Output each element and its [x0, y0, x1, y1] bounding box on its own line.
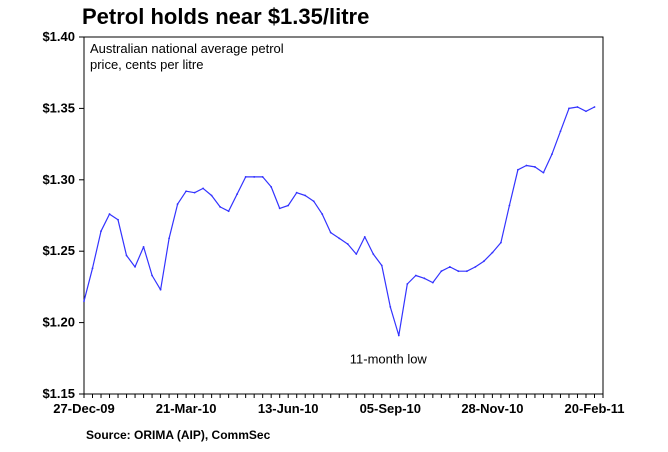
data-point: [117, 218, 119, 221]
data-point: [261, 176, 264, 178]
series-line: [83, 106, 595, 337]
data-point: [423, 277, 426, 280]
data-point: [91, 267, 94, 270]
data-point: [312, 200, 315, 203]
data-point: [193, 191, 196, 194]
x-tick-label: 05-Sep-10: [360, 401, 421, 416]
data-point: [568, 107, 570, 110]
y-tick-label: $1.35: [42, 100, 75, 115]
y-tick-label: $1.40: [42, 29, 75, 44]
y-tick-label: $1.15: [42, 386, 75, 401]
data-point: [321, 213, 324, 215]
chart-subtitle-line-1: Australian national average petrol: [90, 41, 284, 56]
data-point: [380, 264, 383, 267]
data-point: [414, 274, 417, 277]
data-point: [559, 130, 562, 133]
y-tick-label: $1.20: [42, 315, 75, 330]
data-point: [355, 253, 358, 255]
data-point: [576, 106, 579, 108]
data-point: [508, 204, 511, 207]
data-point: [227, 210, 230, 213]
data-point: [210, 194, 213, 197]
x-axis: 27-Dec-09 21-Mar-10 13-Jun-10 05-Sep-10 28-N…: [53, 394, 624, 416]
data-point: [202, 187, 205, 190]
data-point: [185, 190, 187, 193]
data-point: [542, 171, 545, 174]
data-point: [329, 231, 332, 234]
chart-title: Petrol holds near $1.35/litre: [82, 4, 370, 29]
data-point: [244, 176, 247, 178]
data-point: [346, 243, 349, 245]
y-axis: $1.15 $1.20 $1.25 $1.30 $1.35 $1.40: [42, 29, 84, 401]
data-point: [500, 241, 502, 244]
y-tick-label: $1.25: [42, 243, 75, 258]
data-point: [372, 253, 375, 255]
data-point: [397, 334, 400, 337]
x-tick-label: 21-Mar-10: [156, 401, 217, 416]
data-point: [448, 266, 451, 268]
data-point: [457, 270, 460, 273]
annotation-11-month-low: 11-month low: [350, 351, 428, 366]
x-tick-label: 13-Jun-10: [258, 401, 319, 416]
data-point: [304, 194, 307, 197]
data-point: [517, 168, 519, 171]
data-point: [585, 110, 587, 113]
data-point: [338, 237, 341, 240]
data-point: [406, 283, 409, 285]
data-point: [551, 153, 553, 155]
data-point: [125, 254, 128, 257]
data-point: [253, 176, 256, 178]
chart-subtitle-line-2: price, cents per litre: [90, 57, 203, 72]
x-tick-label: 27-Dec-09: [53, 401, 114, 416]
data-point: [278, 207, 281, 210]
data-point: [465, 270, 468, 273]
data-point: [108, 213, 111, 215]
data-point: [534, 166, 536, 168]
data-point: [142, 246, 145, 248]
data-point: [482, 260, 485, 263]
data-point: [431, 281, 434, 284]
data-point: [363, 236, 366, 238]
data-point: [83, 300, 85, 303]
data-point: [491, 251, 494, 254]
plot-area: [83, 36, 604, 395]
source-note: Source: ORIMA (AIP), CommSec: [86, 428, 271, 442]
data-point: [176, 203, 179, 205]
data-point: [270, 186, 273, 188]
data-point: [295, 191, 298, 194]
data-point: [168, 237, 170, 240]
data-point: [525, 164, 528, 167]
data-point: [440, 270, 443, 273]
data-point: [389, 305, 392, 308]
x-tick-label: 28-Nov-10: [461, 401, 523, 416]
data-point: [287, 204, 290, 207]
data-point: [474, 266, 477, 268]
data-point: [134, 266, 136, 268]
data-point: [593, 106, 596, 108]
data-point: [151, 274, 153, 277]
data-point: [236, 193, 239, 195]
data-point: [219, 206, 222, 208]
data-point: [100, 230, 102, 233]
series-group: [83, 106, 596, 337]
y-tick-label: $1.30: [42, 172, 75, 187]
data-point: [159, 288, 162, 291]
x-tick-label: 20-Feb-11: [564, 401, 624, 416]
